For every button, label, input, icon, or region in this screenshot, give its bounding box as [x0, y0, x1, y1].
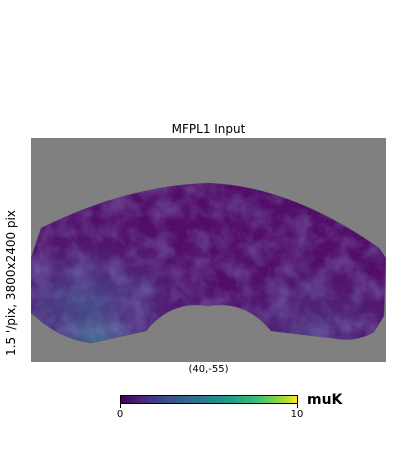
colorbar-max-label: 10	[290, 409, 304, 420]
resolution-label: 1.5 '/pix, 3800x2400 pix	[4, 210, 18, 356]
sky-map	[31, 138, 386, 362]
colorbar-tick-max	[297, 404, 298, 408]
colorbar-tick-min	[120, 404, 121, 408]
colorbar-unit-label: muK	[307, 392, 343, 408]
colorbar-min-label: 0	[116, 409, 124, 420]
center-coordinates-label: (40,-55)	[188, 364, 229, 375]
colorbar	[120, 395, 298, 404]
map-title: MFPL1 Input	[171, 122, 246, 136]
